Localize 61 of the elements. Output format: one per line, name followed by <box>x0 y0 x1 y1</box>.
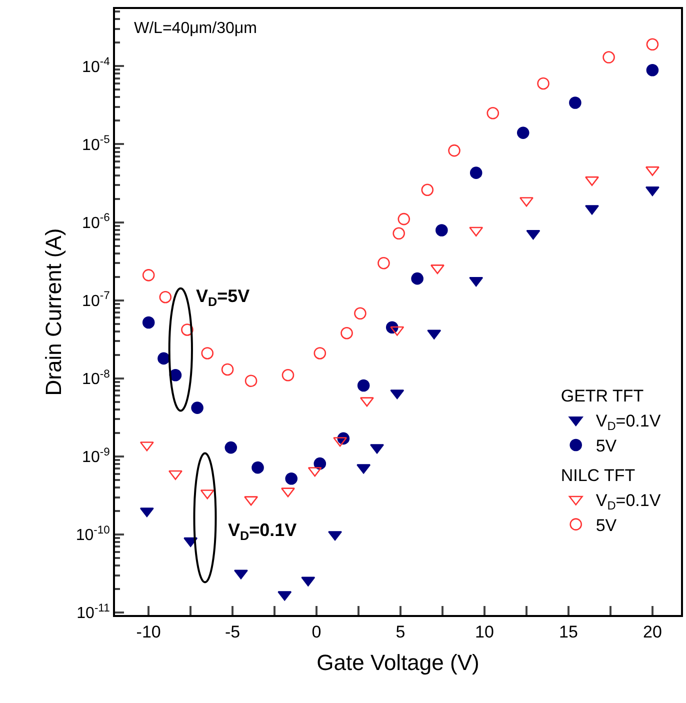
legend-label: 5V <box>596 436 618 456</box>
point <box>421 184 434 196</box>
point <box>448 144 460 157</box>
point <box>244 374 258 387</box>
point <box>646 38 659 51</box>
point <box>398 212 410 226</box>
x-tick-label: -5 <box>225 622 240 642</box>
x-tick-label: 0 <box>312 622 322 642</box>
point <box>191 402 204 414</box>
y-tick-label: 10$^{-9}$ <box>82 446 110 466</box>
legend-label: 5V <box>596 516 618 535</box>
point <box>285 472 298 485</box>
y-tick-label: 10$^{-7}$ <box>82 290 110 310</box>
point <box>169 369 182 382</box>
annotation: W/L=40μm/30μm <box>134 20 257 37</box>
x-tick-label: 15 <box>559 622 578 642</box>
point <box>201 347 214 360</box>
point <box>411 272 424 285</box>
point <box>181 324 194 336</box>
point <box>486 107 500 120</box>
x-tick-label: 20 <box>642 622 662 642</box>
y-tick-label: 10$^{-6}$ <box>82 212 110 232</box>
point <box>142 316 155 329</box>
point <box>378 256 390 270</box>
y-tick-label: 10$^{-4}$ <box>82 56 110 76</box>
point <box>282 369 294 382</box>
point <box>340 326 353 340</box>
point <box>392 227 405 240</box>
point <box>537 77 550 90</box>
point <box>436 224 448 236</box>
point <box>357 379 370 392</box>
x-axis-title: Gate Voltage (V) <box>316 650 480 675</box>
y-tick-label: 10$^{-11}$ <box>76 602 110 622</box>
point <box>602 51 615 64</box>
point <box>224 441 238 454</box>
y-tick-label: 10$^{-10}$ <box>76 524 110 544</box>
point <box>470 166 482 179</box>
annotation: NILC TFT <box>560 466 636 485</box>
annotation: GETR TFT <box>560 386 644 406</box>
point <box>142 269 155 282</box>
point <box>354 307 366 320</box>
point <box>221 363 234 376</box>
point <box>159 290 172 304</box>
point <box>314 457 326 470</box>
y-tick-label: 10$^{-8}$ <box>82 368 110 388</box>
annotation: V$_{D}$=5V <box>196 286 250 309</box>
point <box>158 352 170 365</box>
point <box>646 64 659 76</box>
point <box>314 347 326 360</box>
x-tick-label: -10 <box>136 622 161 642</box>
y-tick-label: 10$^{-5}$ <box>82 134 110 154</box>
legend-label: V$_{D}$=0.1V <box>596 412 662 434</box>
x-tick-label: 10 <box>475 622 494 642</box>
point <box>252 461 264 474</box>
point <box>569 96 582 109</box>
annotation: V$_{D}$=0.1V <box>228 520 297 543</box>
y-axis-title: Drain Current (A) <box>41 228 66 396</box>
legend-label: V$_{D}$=0.1V <box>596 490 662 512</box>
point <box>516 126 530 139</box>
point <box>645 186 660 196</box>
x-tick-label: 5 <box>396 622 406 642</box>
